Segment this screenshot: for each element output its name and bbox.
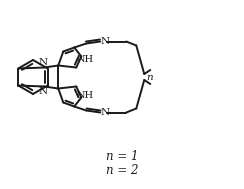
Text: N: N (101, 108, 110, 117)
Text: NH: NH (76, 91, 93, 99)
Text: N: N (39, 58, 48, 67)
Text: N: N (39, 87, 48, 96)
Text: NH: NH (76, 54, 93, 64)
Text: n: n (146, 73, 152, 81)
Text: n = 2: n = 2 (106, 164, 138, 177)
Text: N: N (101, 37, 110, 46)
Text: n = 1: n = 1 (106, 150, 138, 163)
